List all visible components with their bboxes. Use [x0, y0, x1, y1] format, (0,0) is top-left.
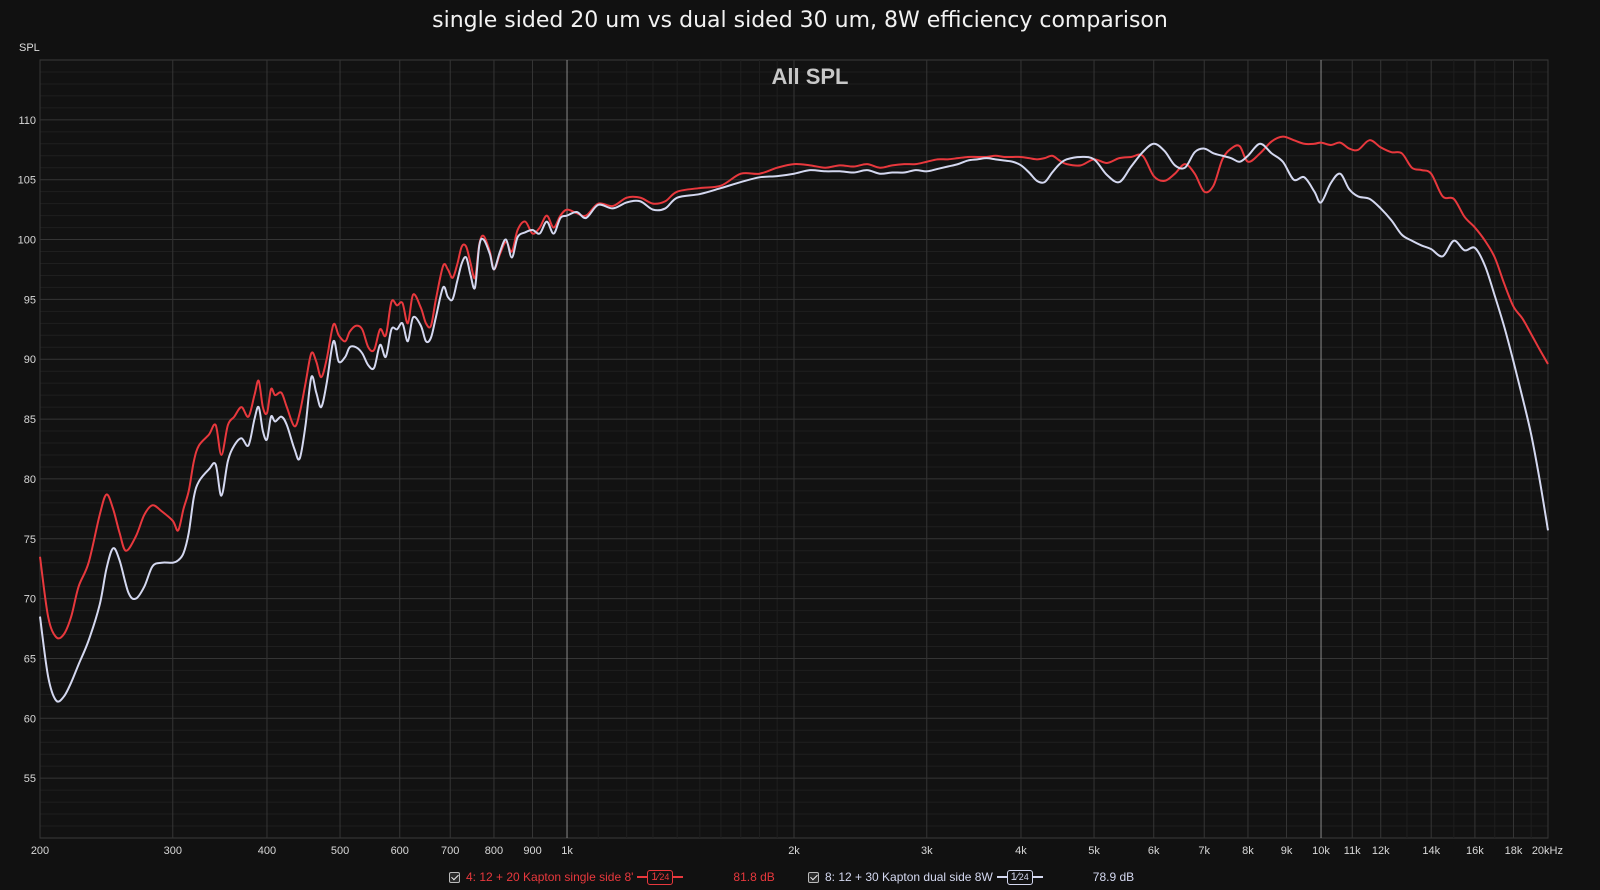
y-tick-label: 70 — [24, 594, 36, 606]
smoothing-indicator-dual-side[interactable]: 1⁄24 — [996, 869, 1043, 885]
y-tick-label: 100 — [18, 235, 36, 247]
series-lines — [39, 135, 1549, 703]
x-tick-label: 3k — [921, 845, 933, 857]
legend-value-single-side: 81.8 dB — [733, 870, 775, 884]
x-tick-label: 4k — [1015, 845, 1027, 857]
x-tick-label: 1k — [561, 845, 573, 857]
major-grid — [39, 60, 1549, 838]
x-tick-label: 7k — [1198, 845, 1210, 857]
x-tick-label: 8k — [1242, 845, 1254, 857]
series-line-dual-side — [39, 142, 1549, 703]
legend-entry-single-side[interactable]: 4: 12 + 20 Kapton single side 8' 1⁄24 81… — [449, 868, 775, 886]
x-tick-label: 16k — [1466, 845, 1484, 857]
legend-checkbox-single-side[interactable] — [449, 871, 460, 883]
legend-entry-dual-side[interactable]: 8: 12 + 30 Kapton dual side 8W 1⁄24 78.9… — [808, 868, 1134, 886]
x-tick-label: 500 — [331, 845, 349, 857]
chart-subtitle: All SPL — [771, 64, 848, 89]
x-tick-label: 600 — [391, 845, 409, 857]
legend-value-dual-side: 78.9 dB — [1092, 870, 1135, 884]
legend-label-dual-side: 8: 12 + 30 Kapton dual side 8W — [825, 870, 993, 884]
legend-checkbox-dual-side[interactable] — [808, 871, 819, 883]
x-tick-label: 20kHz — [1532, 845, 1563, 857]
x-tick-label: 11k — [1344, 845, 1361, 857]
smoothing-indicator-single-side[interactable]: 1⁄24 — [637, 869, 684, 885]
y-tick-label: 65 — [24, 653, 36, 665]
x-tick-label: 2k — [788, 845, 800, 857]
x-tick-label: 6k — [1148, 845, 1160, 857]
y-tick-label: 80 — [24, 474, 36, 486]
x-tick-labels: 200 300 400 500 600 700 800 900 1k 2k 3k 4k 5k 6k 7k 8k… — [31, 845, 1563, 857]
x-tick-label: 800 — [485, 845, 503, 857]
x-tick-label: 12k — [1372, 845, 1390, 857]
y-tick-label: 55 — [24, 773, 36, 785]
y-tick-labels: 55 60 65 70 75 80 85 90 95 100 105 110 — [18, 115, 36, 785]
y-tick-label: 105 — [18, 175, 36, 187]
x-tick-label: 900 — [523, 845, 541, 857]
y-tick-label: 110 — [18, 115, 36, 127]
y-axis-label: SPL — [19, 42, 40, 54]
y-tick-label: 60 — [24, 713, 36, 725]
x-tick-label: 9k — [1281, 845, 1293, 857]
y-tick-label: 90 — [24, 354, 36, 366]
x-tick-label: 300 — [164, 845, 182, 857]
y-tick-label: 95 — [24, 294, 36, 306]
x-tick-label: 10k — [1312, 845, 1330, 857]
chart-title: single sided 20 um vs dual sided 30 um, … — [432, 8, 1168, 33]
x-tick-label: 200 — [31, 845, 49, 857]
y-tick-label: 75 — [24, 534, 36, 546]
x-tick-label: 400 — [258, 845, 276, 857]
x-tick-label: 700 — [441, 845, 459, 857]
x-tick-label: 5k — [1088, 845, 1100, 857]
x-tick-label: 18k — [1505, 845, 1523, 857]
x-tick-label: 14k — [1422, 845, 1440, 857]
y-tick-label: 85 — [24, 414, 36, 426]
legend-label-single-side: 4: 12 + 20 Kapton single side 8' — [466, 870, 634, 884]
